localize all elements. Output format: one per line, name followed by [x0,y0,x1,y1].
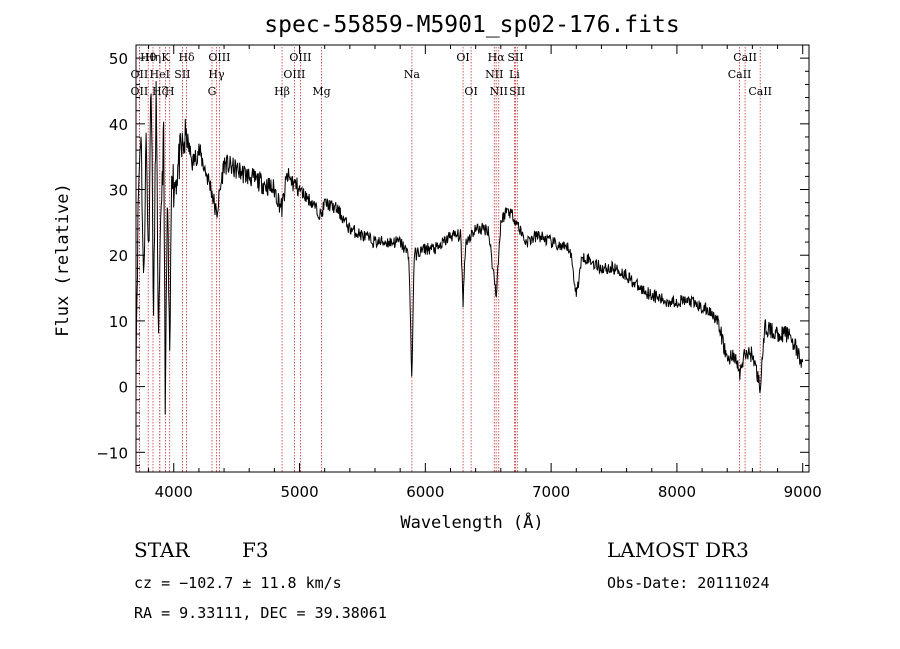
emission-line-label: SII [509,85,525,98]
y-axis-label: Flux (relative) [53,183,73,337]
emission-line-label: OI [456,51,469,64]
y-tick-label: −10 [96,444,128,462]
emission-line-label: Hη [145,51,161,64]
x-tick-label: 5000 [280,483,318,501]
emission-line-label: K [161,51,170,64]
x-axis-label: Wavelength (Å) [400,511,543,533]
emission-line-label: G [208,85,217,98]
emission-line-label: Hα [488,51,506,64]
emission-line-label: H [165,85,175,98]
y-axis-ticks: −10 0 10 20 30 40 50 [96,44,809,466]
emission-line-label: Hθ [140,51,157,64]
emission-line-label: Hγ [208,68,225,81]
emission-line-label: HeI [150,68,170,81]
y-tick-label: 20 [109,247,128,265]
plot-frame [135,44,810,473]
emission-line-label: OI [464,85,477,98]
emission-line-markers [138,47,761,472]
x-tick-label: 4000 [155,483,193,501]
emission-line-label: OII [131,68,149,81]
x-tick-label: 8000 [658,483,696,501]
emission-line-label: SII [507,51,523,64]
emission-line-label: NII [490,85,508,98]
emission-line-label: CaII [733,51,757,64]
y-tick-label: 10 [109,313,128,331]
emission-line-label: Hβ [274,85,290,98]
emission-line-label: SII [174,68,190,81]
spectrum-line [135,80,804,415]
emission-line-label: Mg [312,85,330,98]
emission-line-label: Na [404,68,421,81]
emission-line-label: CaII [748,85,772,98]
y-tick-label: 40 [109,116,128,134]
object-class: STAR [134,538,190,562]
x-axis-ticks: 4000 5000 6000 7000 8000 9000 [148,45,822,501]
survey-name: LAMOST DR3 [607,538,749,562]
x-tick-label: 7000 [532,483,570,501]
x-tick-label: 9000 [784,483,822,501]
emission-line-label: OIII [208,51,230,64]
emission-line-label: OIII [289,51,311,64]
x-tick-label: 6000 [406,483,444,501]
y-tick-label: 0 [118,379,128,397]
emission-line-label: Li [509,68,520,81]
emission-line-label: OII [131,85,149,98]
emission-line-label: NII [485,68,503,81]
redshift-cz: cz = −102.7 ± 11.8 km/s [134,574,342,592]
y-tick-label: 30 [109,182,128,200]
emission-line-label: Hδ [178,51,195,64]
observation-date: Obs-Date: 20111024 [607,574,770,592]
emission-line-label: OIII [283,68,305,81]
emission-line-label: CaII [728,68,752,81]
object-subclass: F3 [242,538,269,562]
coordinates: RA = 9.33111, DEC = 39.38061 [134,604,387,622]
chart-title: spec-55859-M5901_sp02-176.fits [264,12,679,38]
y-tick-label: 50 [109,50,128,68]
